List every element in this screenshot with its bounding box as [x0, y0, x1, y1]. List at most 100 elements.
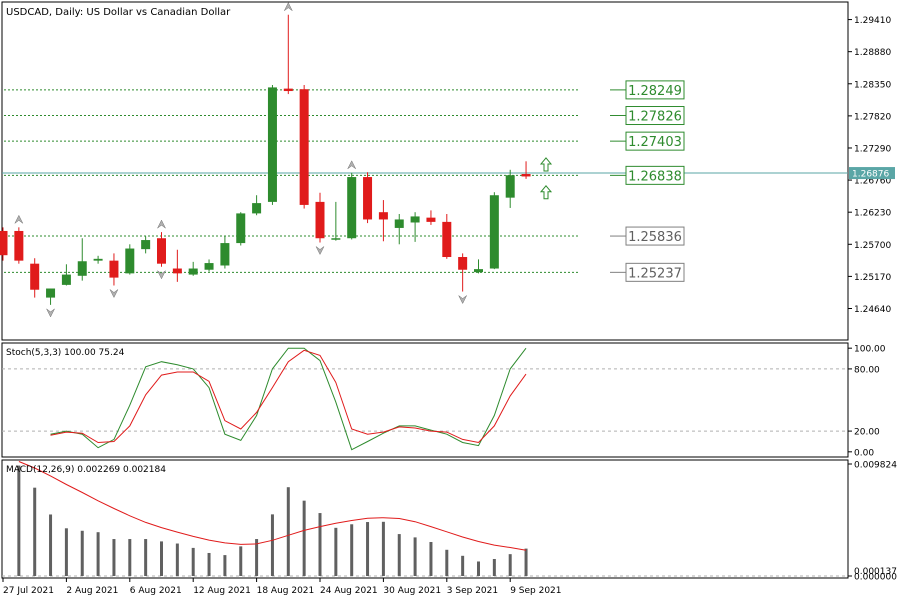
bull-candle[interactable] — [188, 268, 198, 275]
macd-histogram-bar — [191, 547, 195, 576]
time-tick-label: 6 Aug 2021 — [130, 586, 182, 596]
macd-tick-label: 0.000137 — [854, 567, 897, 577]
bull-candle[interactable] — [347, 177, 357, 239]
macd-tick-label: 0.009824 — [854, 461, 897, 471]
bull-candle[interactable] — [204, 263, 214, 270]
fractal-down-marker — [315, 246, 325, 256]
bear-candle[interactable] — [458, 257, 468, 270]
price-tick-label: 1.28880 — [854, 48, 891, 58]
macd-histogram-bar — [207, 552, 211, 576]
macd-histogram-bar — [461, 555, 465, 576]
macd-histogram-bar — [270, 514, 274, 576]
price-tick-label: 1.27820 — [854, 112, 891, 122]
macd-histogram-bar — [350, 524, 354, 576]
bull-candle[interactable] — [236, 213, 246, 244]
bear-candle[interactable] — [315, 201, 325, 239]
chart-title: USDCAD, Daily: US Dollar vs Canadian Dol… — [6, 7, 231, 18]
stoch-tick-label: 80.00 — [854, 365, 880, 375]
macd-histogram-bar — [64, 528, 68, 576]
bull-candle[interactable] — [252, 203, 262, 214]
bull-candle[interactable] — [410, 216, 420, 223]
fractal-down-marker — [458, 295, 467, 305]
level-label-box — [625, 80, 685, 100]
fractal-up-marker — [14, 214, 24, 224]
price-tick-label: 1.24640 — [854, 305, 891, 315]
stoch-signal-line — [50, 349, 527, 444]
macd-histogram-bar — [302, 500, 306, 576]
level-label: 1.28249 — [628, 84, 682, 99]
bull-candle[interactable] — [394, 219, 404, 228]
bull-candle[interactable] — [505, 175, 515, 198]
bear-candle[interactable] — [109, 260, 119, 278]
bear-candle[interactable] — [299, 89, 309, 205]
bull-candle[interactable] — [331, 238, 341, 240]
macd-histogram-bar — [112, 539, 116, 576]
fractal-down-marker — [46, 308, 55, 318]
macd-panel-frame — [1, 459, 849, 579]
macd-histogram-bar — [429, 541, 433, 576]
level-label: 1.26838 — [628, 169, 682, 184]
bear-candle[interactable] — [363, 177, 373, 220]
fractal-down-marker — [157, 270, 166, 280]
macd-title: MACD(12,26,9) 0.002269 0.002184 — [6, 465, 166, 475]
macd-histogram-bar — [239, 546, 243, 576]
macd-histogram-bar — [128, 539, 132, 576]
stoch-panel-frame — [1, 342, 849, 458]
macd-histogram-bar — [477, 561, 480, 576]
level-label-box — [625, 165, 685, 185]
bull-candle[interactable] — [77, 261, 87, 276]
macd-histogram-bar — [223, 555, 227, 576]
macd-histogram-bar — [492, 558, 496, 576]
price-tick-label: 1.27290 — [854, 144, 891, 154]
macd-tick-label: 0.000000 — [854, 573, 897, 583]
macd-histogram-bar — [175, 543, 179, 576]
bull-candle[interactable] — [93, 258, 103, 261]
level-label: 1.27826 — [628, 110, 682, 125]
bull-candle[interactable] — [267, 87, 277, 202]
bull-candle[interactable] — [125, 248, 135, 274]
time-tick-label: 27 Jul 2021 — [3, 586, 54, 596]
bear-candle[interactable] — [442, 221, 452, 258]
bull-candle[interactable] — [46, 288, 56, 298]
level-lines — [2, 89, 848, 273]
bull-candle[interactable] — [489, 195, 499, 269]
macd-signal-line — [18, 461, 527, 551]
bear-candle[interactable] — [14, 230, 24, 261]
fractal-down-marker — [109, 289, 119, 299]
stoch-tick-label: 20.00 — [854, 428, 880, 438]
bear-candle[interactable] — [172, 268, 182, 274]
price-panel[interactable] — [0, 2, 553, 318]
panel-frames — [1, 1, 849, 579]
bear-candle[interactable] — [0, 230, 8, 256]
price-tick-label: 1.26230 — [854, 209, 891, 219]
bull-candle[interactable] — [141, 240, 151, 250]
level-labels: 1.28249 1.27826 1.27403 1.26838 1.25836 1.252… — [610, 80, 685, 282]
bear-candle[interactable] — [30, 263, 40, 290]
level-label-box — [625, 226, 685, 246]
bear-candle[interactable] — [378, 212, 388, 220]
bear-candle[interactable] — [283, 88, 293, 92]
current-price-label: 1.26876 — [852, 170, 889, 180]
bull-candle[interactable] — [61, 274, 71, 285]
stochastic-panel[interactable] — [50, 347, 527, 451]
macd-histogram-bar — [17, 465, 21, 576]
price-tick-label: 1.25170 — [854, 273, 891, 283]
time-tick-label: 2 Aug 2021 — [66, 586, 118, 596]
bull-candle[interactable] — [474, 269, 483, 273]
level-label-box — [625, 262, 685, 282]
bull-candle[interactable] — [220, 243, 230, 266]
macd-histogram-bar — [366, 522, 370, 576]
stoch-main-line — [50, 347, 527, 451]
bear-candle[interactable] — [521, 174, 531, 177]
macd-histogram-bar — [381, 521, 385, 576]
price-tick-label: 1.28350 — [854, 80, 891, 90]
macd-histogram-bar — [286, 487, 290, 576]
time-axis: 27 Jul 2021 2 Aug 2021 6 Aug 2021 12 Aug 20… — [2, 578, 562, 596]
bear-candle[interactable] — [157, 238, 166, 264]
macd-histogram-bar — [334, 527, 338, 576]
price-tick-label: 1.29410 — [854, 16, 891, 26]
macd-panel[interactable] — [17, 461, 528, 577]
bear-candle[interactable] — [426, 217, 436, 222]
level-label: 1.27403 — [628, 135, 682, 150]
